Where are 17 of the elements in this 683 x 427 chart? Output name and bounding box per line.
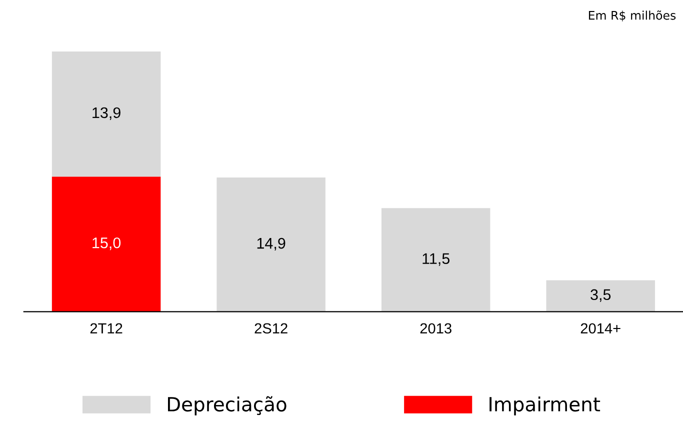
text: Em R$ milhões — [588, 10, 676, 22]
bar — [546, 280, 655, 312]
bar — [381, 208, 490, 312]
bar — [52, 51, 161, 177]
data-label: 13,9 — [92, 107, 120, 120]
data-label: 14,9 — [257, 238, 286, 251]
data-label: 11,5 — [422, 253, 450, 266]
x-tick-label: 2T12 — [90, 323, 122, 334]
bar — [52, 176, 161, 312]
data-label: 3,5 — [590, 289, 611, 302]
x-tick-label: 2S12 — [254, 323, 288, 334]
bar — [216, 178, 326, 312]
x-tick-label: 2013 — [420, 323, 452, 334]
legend-label: Impairment — [490, 396, 600, 416]
x-tick-label: 2014+ — [580, 323, 620, 334]
data-label: 15,0 — [92, 237, 121, 250]
legend-label: Depreciação — [168, 396, 286, 416]
